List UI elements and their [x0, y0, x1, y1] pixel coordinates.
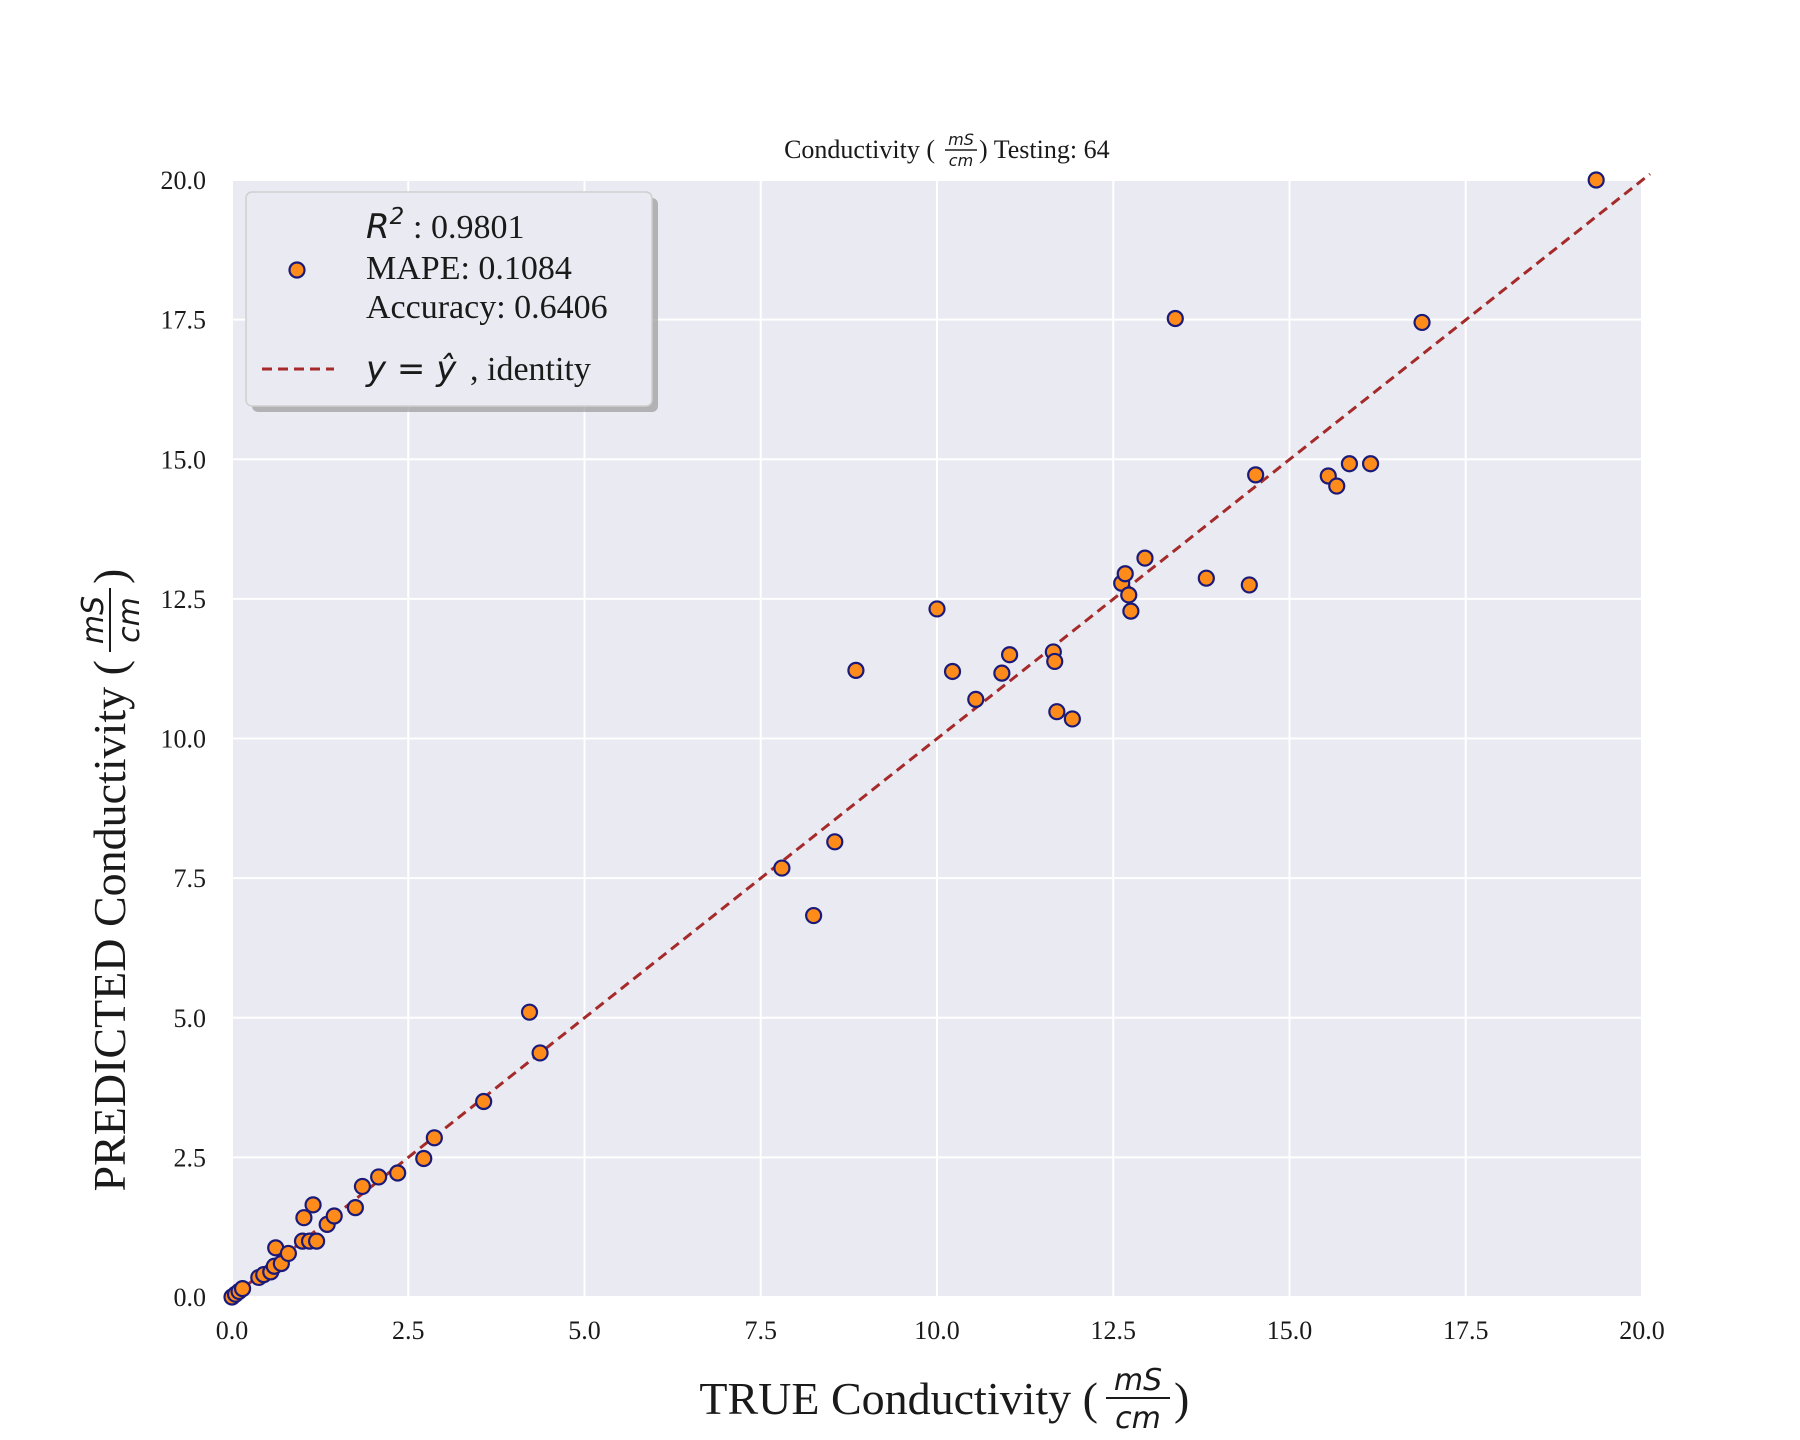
y-tick-label: 12.5 [161, 585, 207, 614]
data-point [1122, 602, 1140, 620]
x-tick-label: 20.0 [1619, 1316, 1665, 1345]
data-point [826, 833, 844, 851]
x-tick-label: 12.5 [1091, 1316, 1137, 1345]
x-unit-numerator: mS [1114, 1363, 1162, 1398]
data-point [1197, 569, 1215, 587]
data-point [531, 1044, 549, 1062]
data-point [1247, 466, 1265, 484]
legend-r2-value: : 0.9801 [413, 209, 524, 246]
y-tick-label: 5.0 [174, 1004, 207, 1033]
data-point [1340, 455, 1359, 473]
y-tick-labels: 0.0 2.5 5.0 7.5 10.0 12.5 15.0 17.5 20.0 [161, 166, 207, 1312]
legend-identity-math: y = ŷ [365, 349, 457, 389]
legend-accuracy: Accuracy: 0.6406 [366, 289, 608, 326]
x-unit-denominator: cm [1115, 1401, 1161, 1436]
data-point [805, 906, 823, 925]
data-point [325, 1207, 343, 1225]
data-point [425, 1129, 443, 1147]
title-unit-fraction: mS cm [945, 130, 977, 170]
data-point [1587, 171, 1605, 189]
y-tick-label: 15.0 [161, 445, 207, 474]
y-tick-label: 0.0 [174, 1283, 207, 1312]
x-axis-label-close: ) [1174, 1373, 1189, 1424]
data-point [1240, 576, 1258, 594]
y-tick-label: 10.0 [161, 725, 207, 754]
x-tick-label: 0.0 [216, 1316, 249, 1345]
x-axis-unit-fraction: mS cm [1106, 1363, 1170, 1436]
data-point [1116, 565, 1134, 583]
y-unit-numerator: mS [76, 596, 111, 644]
legend: R2 : 0.9801 MAPE: 0.1084 Accuracy: 0.640… [245, 191, 658, 412]
data-point [415, 1149, 433, 1168]
y-axis-label: PREDICTED Conductivity ( [84, 660, 135, 1192]
title-unit-denominator: cm [949, 151, 973, 170]
data-point [847, 661, 865, 679]
chart-title: Conductivity ( [784, 135, 935, 164]
y-axis-label-group: PREDICTED Conductivity ( mS cm ) [76, 569, 147, 1192]
data-point [1413, 313, 1431, 332]
data-point [1001, 646, 1019, 664]
data-point [520, 1003, 539, 1021]
legend-identity-text: , identity [470, 351, 591, 388]
x-tick-label: 15.0 [1267, 1316, 1313, 1345]
data-point [967, 690, 985, 709]
data-point [1328, 477, 1346, 495]
y-unit-denominator: cm [112, 597, 147, 643]
x-tick-label: 7.5 [745, 1316, 778, 1345]
data-point [773, 859, 791, 877]
data-point [308, 1232, 326, 1250]
x-tick-label: 5.0 [568, 1316, 601, 1345]
data-point [1046, 652, 1064, 671]
identity-line [231, 172, 1651, 1299]
y-axis-label-close: ) [84, 569, 135, 584]
data-point [279, 1244, 297, 1263]
data-point [1120, 586, 1138, 604]
data-point [943, 662, 962, 681]
data-point [370, 1168, 388, 1186]
data-point [353, 1177, 372, 1196]
data-point [1048, 703, 1066, 721]
x-tick-labels: 0.0 2.5 5.0 7.5 10.0 12.5 15.0 17.5 20.0 [216, 1316, 1665, 1345]
data-point [295, 1209, 313, 1227]
y-tick-label: 2.5 [174, 1143, 207, 1172]
data-point [389, 1164, 407, 1182]
data-point [928, 600, 946, 618]
x-tick-label: 2.5 [392, 1316, 425, 1345]
data-point [304, 1196, 322, 1214]
x-axis-label: TRUE Conductivity ( [699, 1373, 1098, 1424]
data-point [233, 1280, 252, 1298]
legend-r2-symbol: R2 [366, 204, 404, 247]
y-tick-label: 17.5 [161, 306, 207, 335]
data-point [1063, 710, 1081, 728]
legend-scatter-marker [288, 261, 306, 279]
chart-title-suffix: ) Testing: 64 [979, 135, 1110, 164]
legend-box [245, 191, 653, 407]
x-tick-label: 17.5 [1443, 1316, 1489, 1345]
data-point [475, 1092, 493, 1111]
data-point [346, 1199, 364, 1217]
y-tick-label: 7.5 [174, 864, 207, 893]
data-point [1136, 549, 1154, 567]
y-tick-label: 20.0 [161, 166, 207, 195]
title-unit-numerator: mS [948, 130, 974, 149]
data-point [993, 664, 1011, 682]
data-point [1166, 309, 1184, 328]
data-point [1361, 455, 1380, 473]
x-tick-label: 10.0 [914, 1316, 960, 1345]
data-points [223, 171, 1605, 1306]
legend-mape: MAPE: 0.1084 [366, 250, 572, 287]
